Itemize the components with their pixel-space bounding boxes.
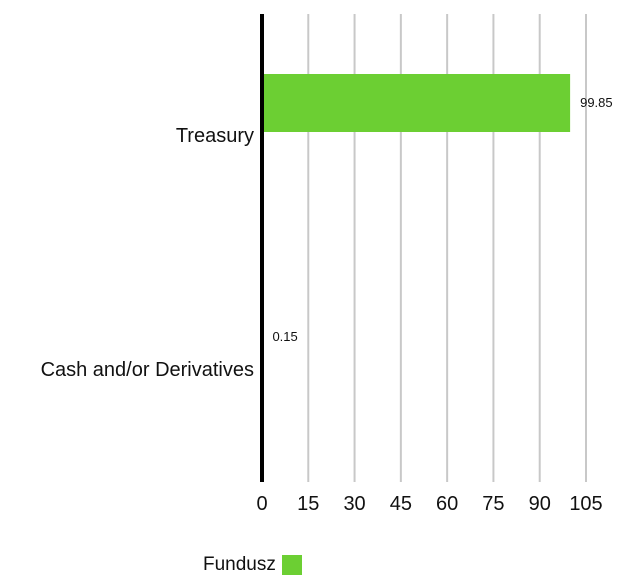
x-tick-label: 90 xyxy=(529,493,551,515)
x-tick-label: 105 xyxy=(569,493,602,515)
data-label: 99.85 xyxy=(580,95,613,110)
legend-swatch xyxy=(282,555,302,575)
category-label: Treasury xyxy=(176,125,254,147)
data-label: 0.15 xyxy=(272,329,297,344)
x-tick-label: 60 xyxy=(436,493,458,515)
x-tick-label: 45 xyxy=(390,493,412,515)
x-tick-label: 75 xyxy=(482,493,504,515)
bars: 99.85 0.15 xyxy=(262,74,613,366)
bar xyxy=(262,74,570,132)
legend: Fundusz xyxy=(203,553,302,577)
x-tick-label: 0 xyxy=(256,493,267,515)
category-label: Cash and/or Derivatives xyxy=(41,359,254,381)
x-tick-label: 30 xyxy=(343,493,365,515)
legend-label: Fundusz xyxy=(203,555,276,575)
x-tick-labels: 0 15 30 45 60 75 90 105 xyxy=(256,493,602,515)
category-labels: Treasury Cash and/or Derivatives xyxy=(41,125,254,381)
x-tick-label: 15 xyxy=(297,493,319,515)
